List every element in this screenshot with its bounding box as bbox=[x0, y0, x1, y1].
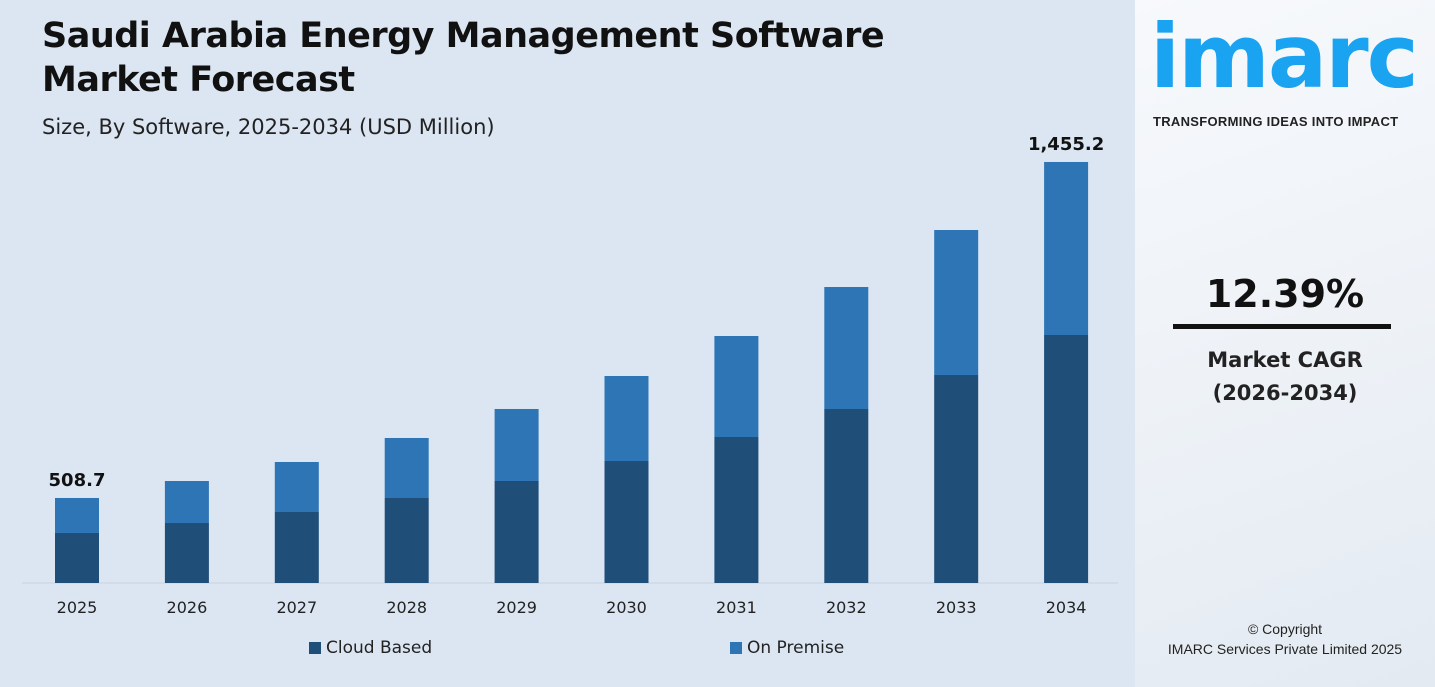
x-tick-label: 2029 bbox=[496, 598, 537, 617]
x-tick-label: 2030 bbox=[606, 598, 647, 617]
imarc-logo: imarc bbox=[1150, 5, 1419, 108]
copyright: © Copyright IMARC Services Private Limite… bbox=[1135, 619, 1435, 659]
divider bbox=[1173, 324, 1391, 329]
chart-title: Saudi Arabia Energy Management Software … bbox=[42, 16, 885, 100]
x-tick-label: 2025 bbox=[57, 598, 98, 617]
x-tick-label: 2033 bbox=[936, 598, 977, 617]
x-tick-label: 2028 bbox=[386, 598, 427, 617]
bar-cloud-based-2026 bbox=[164, 523, 209, 583]
legend-cloud-based: Cloud Based bbox=[309, 638, 432, 658]
tagline: TRANSFORMING IDEAS INTO IMPACT bbox=[1153, 114, 1399, 129]
legend-label: Cloud Based bbox=[326, 638, 433, 658]
x-tick-label: 2026 bbox=[167, 598, 208, 617]
bar-cloud-based-2025 bbox=[55, 532, 99, 583]
bar-on-premise-2033 bbox=[934, 230, 979, 375]
bar-on-premise-2034 bbox=[1044, 161, 1089, 335]
legend-swatch bbox=[730, 642, 742, 654]
cagr-value: 12.39% bbox=[1205, 272, 1365, 316]
info-panel bbox=[1135, 0, 1435, 687]
x-tick-label: 2032 bbox=[826, 598, 867, 617]
bar-cloud-based-2033 bbox=[934, 374, 979, 583]
cagr-label-text: Market CAGR bbox=[1207, 348, 1363, 372]
data-label: 508.7 bbox=[49, 470, 106, 491]
bar-on-premise-2027 bbox=[274, 461, 319, 512]
bar-cloud-based-2031 bbox=[714, 437, 759, 583]
bar-on-premise-2032 bbox=[824, 287, 869, 410]
bar-on-premise-2028 bbox=[384, 437, 429, 498]
data-label: 1,455.2 bbox=[1028, 134, 1104, 155]
bar-cloud-based-2029 bbox=[494, 480, 539, 583]
chart-subtitle: Size, By Software, 2025-2034 (USD Millio… bbox=[42, 115, 495, 139]
cagr-label: Market CAGR (2026-2034) bbox=[1135, 344, 1435, 410]
x-tick-label: 2031 bbox=[716, 598, 757, 617]
company-name: IMARC Services Private Limited 2025 bbox=[1167, 641, 1403, 657]
legend-on-premise: On Premise bbox=[730, 638, 844, 658]
bar-cloud-based-2028 bbox=[384, 497, 429, 583]
bar-cloud-based-2030 bbox=[604, 461, 649, 583]
bar-on-premise-2025 bbox=[55, 497, 99, 533]
bar-on-premise-2029 bbox=[494, 408, 539, 481]
bar-cloud-based-2027 bbox=[274, 511, 319, 583]
bar-cloud-based-2034 bbox=[1044, 334, 1089, 583]
cagr-period: (2026-2034) bbox=[1212, 381, 1358, 405]
legend-label: On Premise bbox=[747, 638, 845, 658]
bar-on-premise-2026 bbox=[164, 481, 209, 524]
bar-chart: 2025 508.7 2026 2027 2028 2029 2030 2031 2032 203… bbox=[22, 134, 1118, 617]
copyright-text: © Copyright bbox=[1247, 621, 1323, 637]
bar-on-premise-2031 bbox=[714, 335, 759, 438]
bar-cloud-based-2032 bbox=[824, 409, 869, 583]
bar-on-premise-2030 bbox=[604, 376, 649, 462]
x-tick-label: 2027 bbox=[276, 598, 317, 617]
legend-swatch bbox=[309, 642, 321, 654]
x-tick-label: 2034 bbox=[1046, 598, 1087, 617]
